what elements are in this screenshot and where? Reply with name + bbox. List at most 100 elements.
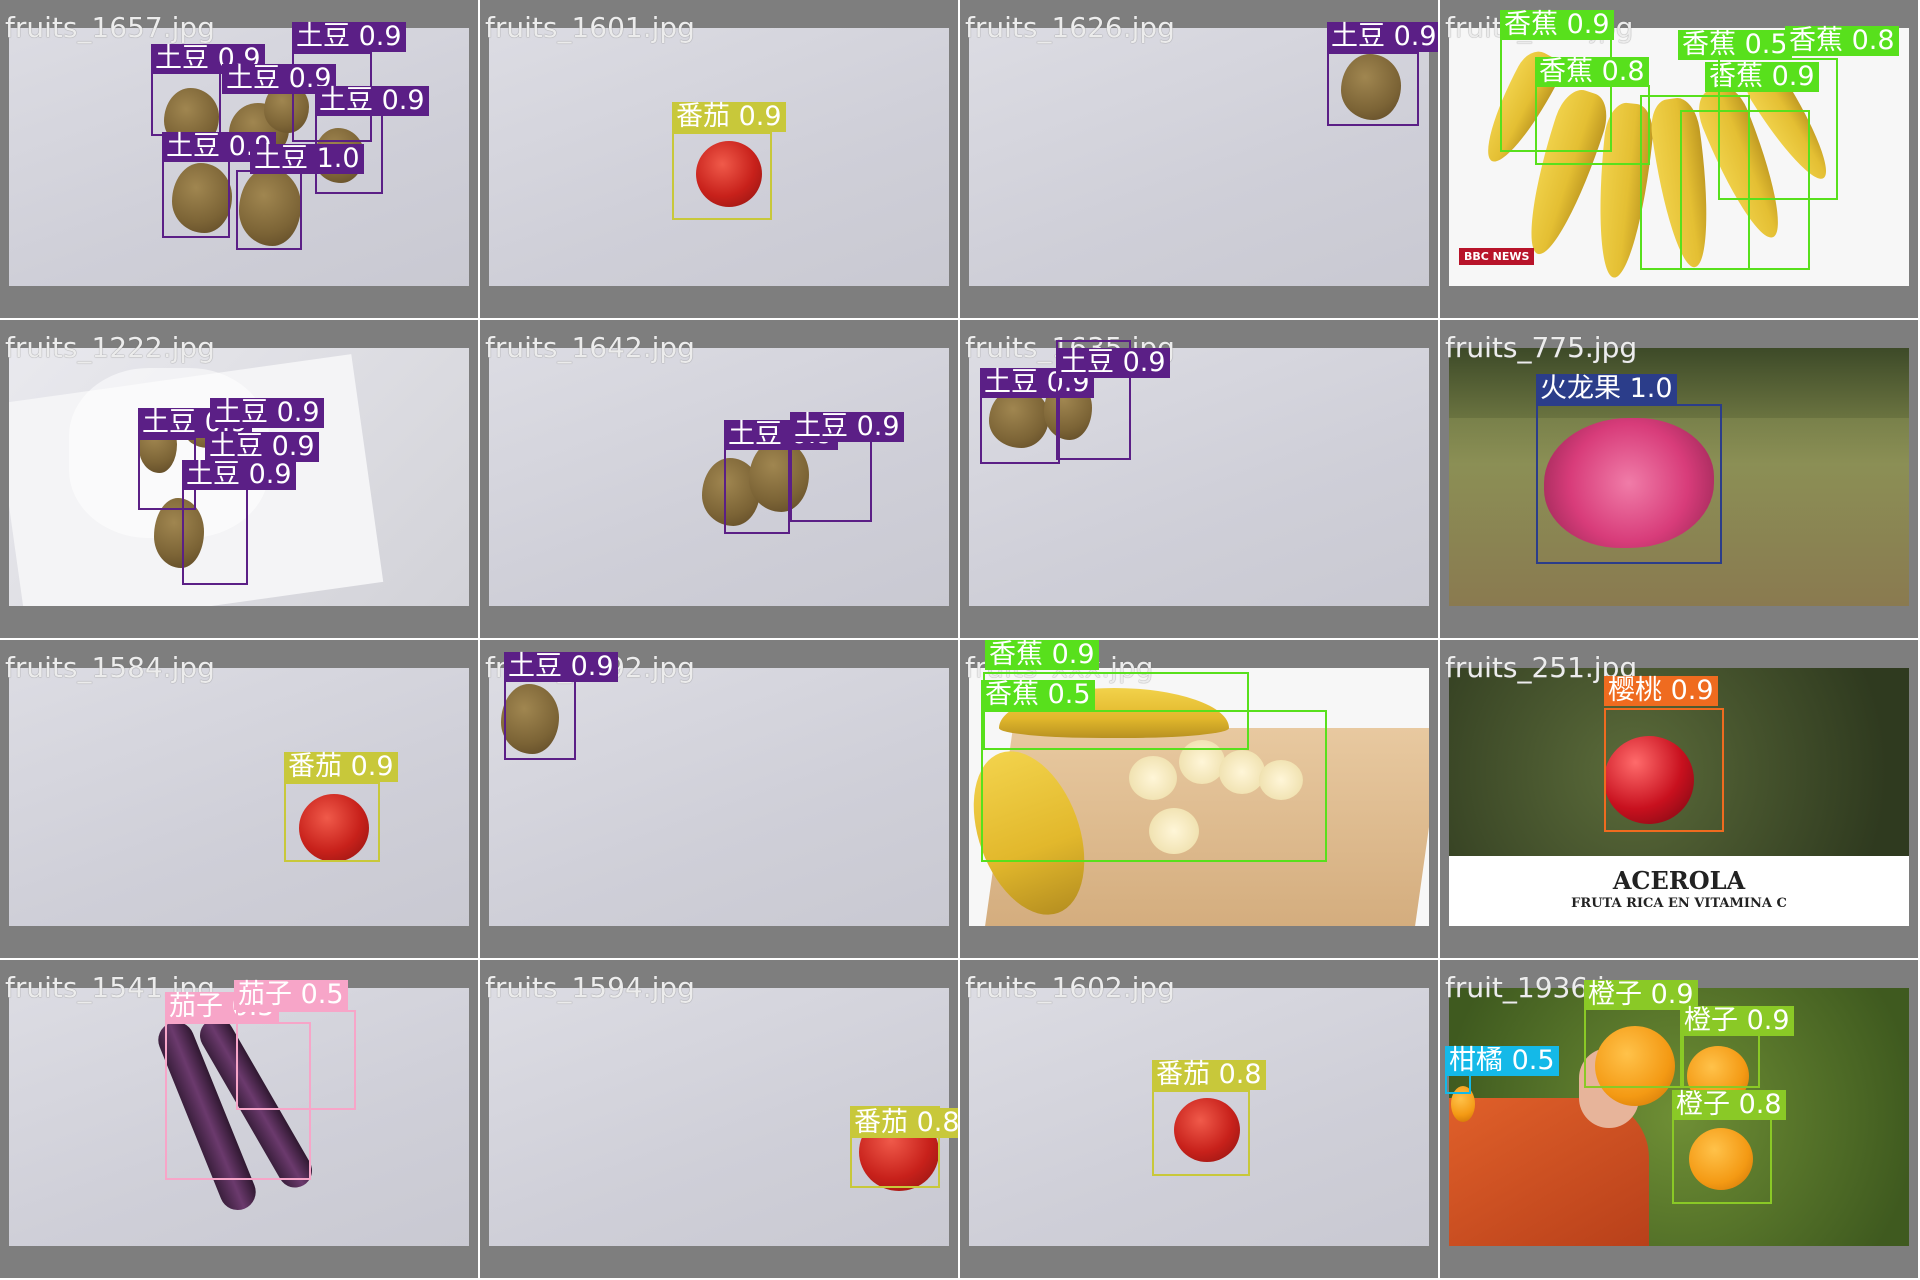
- detection-label: 樱桃 0.9: [1604, 676, 1718, 706]
- file-name: fruits_1602.jpg: [965, 971, 1175, 1004]
- banana-slice: [1259, 760, 1303, 800]
- potato: [501, 684, 559, 754]
- tree-canopy: [1449, 348, 1909, 418]
- detection-label: 土豆 0.9: [205, 432, 319, 462]
- detection-label: 番茄 0.9: [284, 752, 398, 782]
- bounding-box: [1535, 85, 1650, 165]
- banana-slice: [1219, 750, 1265, 794]
- file-name: fruits_1657.jpg: [5, 11, 215, 44]
- tomato: [696, 141, 762, 207]
- orange-fruit: [1689, 1128, 1753, 1190]
- detection-label: 番茄 0.8: [850, 1108, 958, 1138]
- detection-label: 番茄 0.8: [1152, 1060, 1266, 1090]
- bounding-box: [1152, 1090, 1250, 1176]
- caption-title: ACEROLA: [1612, 866, 1746, 895]
- detection-label: 土豆 0.9: [1056, 348, 1170, 378]
- potato: [1341, 54, 1401, 120]
- result-tile: fruits_1602.jpg 番茄 0.8: [960, 960, 1440, 1280]
- result-tile: fruits_1222.jpg 土豆 0.9 土豆 0.9 土豆 0.9 土豆 …: [0, 320, 480, 640]
- detection-label: 香蕉 0.5: [981, 680, 1095, 710]
- detection-label: 土豆 0.9: [182, 460, 296, 490]
- result-tile: BBC NEWS fruits_xxx.jpg 香蕉 0.9 香蕉 0.8 香蕉…: [1440, 0, 1920, 320]
- tile-photo: [1449, 348, 1909, 606]
- detection-label: 香蕉 0.9: [1705, 62, 1819, 92]
- potato: [172, 163, 232, 233]
- bounding-box: [1604, 708, 1724, 832]
- bounding-box: [1680, 110, 1810, 270]
- detection-label: 香蕉 0.5: [1678, 30, 1792, 60]
- bounding-box: [1056, 340, 1131, 460]
- detection-label: 土豆 0.9: [790, 412, 904, 442]
- detection-label: 火龙果 1.0: [1536, 374, 1677, 404]
- detection-label: 香蕉 0.8: [1785, 26, 1899, 56]
- file-name: fruits_1626.jpg: [965, 11, 1175, 44]
- tile-photo: [489, 668, 949, 926]
- detection-label: 土豆 0.9: [210, 398, 324, 428]
- bounding-box: [1536, 404, 1722, 564]
- detection-label: 橙子 0.9: [1680, 1006, 1794, 1036]
- result-tile: fruits_1584.jpg 番茄 0.9: [0, 640, 480, 960]
- tile-photo: BBC NEWS: [1449, 28, 1909, 286]
- bounding-box: [1718, 58, 1838, 200]
- bounding-box: [724, 448, 790, 534]
- bounding-box: [284, 782, 380, 862]
- bounding-box: [1672, 1118, 1772, 1204]
- result-tile: ACEROLA FRUTA RICA EN VITAMINA C fruits_…: [1440, 640, 1920, 960]
- acerola-cherry: [1604, 736, 1694, 824]
- file-name: fruits_1642.jpg: [485, 331, 695, 364]
- result-tile: fruit_1936.jpg 橙子 0.9 橙子 0.9 柑橘 0.5 橙子 0…: [1440, 960, 1920, 1280]
- tomato: [1174, 1098, 1240, 1162]
- tile-photo: [489, 28, 949, 286]
- result-tile: fruits_1657.jpg 土豆 0.9 土豆 0.9 土豆 0.9 土豆 …: [0, 0, 480, 320]
- tile-photo: [489, 348, 949, 606]
- result-tile: fruits_1594.jpg 番茄 0.8: [480, 960, 960, 1280]
- file-name: fruits_1601.jpg: [485, 11, 695, 44]
- bounding-box: [236, 170, 302, 250]
- bounding-box: [981, 710, 1327, 862]
- orange-fruit: [1595, 1026, 1675, 1106]
- tile-photo: [9, 988, 469, 1246]
- detection-label: 橙子 0.8: [1672, 1090, 1786, 1120]
- detection-label: 香蕉 0.9: [985, 640, 1099, 670]
- bounding-box: [165, 1022, 311, 1180]
- result-tile: fruits_1626.jpg 土豆 0.9: [960, 0, 1440, 320]
- detection-label: 土豆 0.9: [292, 22, 406, 52]
- caption-panel: ACEROLA FRUTA RICA EN VITAMINA C: [1449, 856, 1909, 926]
- result-tile: fruits_775.jpg 火龙果 1.0: [1440, 320, 1920, 640]
- result-tile: fruits_1592.jpg 土豆 0.9: [480, 640, 960, 960]
- detection-label: 香蕉 0.9: [1500, 10, 1614, 40]
- file-name: fruits_1594.jpg: [485, 971, 695, 1004]
- file-name: fruits_775.jpg: [1445, 331, 1638, 364]
- result-tile: fruits_1601.jpg 番茄 0.9: [480, 0, 960, 320]
- result-tile: fruits_xxx.jpg 香蕉 0.9 香蕉 0.5: [960, 640, 1440, 960]
- detection-label: 土豆 0.9: [151, 44, 265, 74]
- bounding-box: [1327, 52, 1419, 126]
- detection-label: 柑橘 0.5: [1445, 1046, 1559, 1076]
- result-tile: fruits_1642.jpg 土豆 0.9 土豆 0.9: [480, 320, 960, 640]
- tile-photo: [969, 988, 1429, 1246]
- detection-label: 香蕉 0.8: [1535, 57, 1649, 87]
- bounding-box: [162, 160, 230, 238]
- file-name: fruits_1584.jpg: [5, 651, 215, 684]
- bounding-box: [504, 680, 576, 760]
- file-name: fruits_1222.jpg: [5, 331, 215, 364]
- caption-subtitle: FRUTA RICA EN VITAMINA C: [1571, 896, 1787, 911]
- banana-slice: [1179, 740, 1225, 784]
- bounding-box: [672, 132, 772, 220]
- detection-label: 土豆 0.9: [222, 64, 336, 94]
- detection-label: 土豆 0.9: [980, 368, 1094, 398]
- detection-label: 土豆 1.0: [250, 144, 364, 174]
- potato: [239, 168, 301, 246]
- detection-label: 土豆 0.9: [315, 86, 429, 116]
- bounding-box: [850, 1106, 940, 1188]
- result-tile: fruits_1635.jpg 土豆 0.9 土豆 0.9: [960, 320, 1440, 640]
- bounding-box: [151, 68, 221, 136]
- dragon-fruit: [1544, 418, 1714, 548]
- banana-slice: [1149, 808, 1199, 854]
- detection-label: 橙子 0.9: [1584, 980, 1698, 1010]
- tomato: [299, 794, 369, 862]
- potato: [749, 440, 809, 512]
- bbc-news-logo: BBC NEWS: [1459, 248, 1535, 265]
- tile-photo: ACEROLA FRUTA RICA EN VITAMINA C: [1449, 668, 1909, 926]
